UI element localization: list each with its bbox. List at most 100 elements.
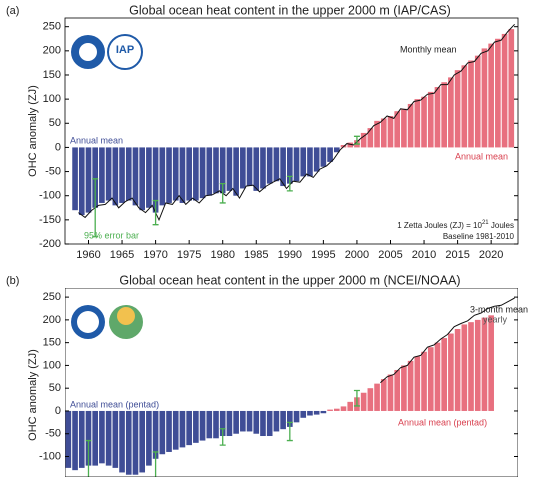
bar <box>125 410 132 475</box>
x-tick-label: 2010 <box>412 249 436 261</box>
bar <box>85 147 92 213</box>
bar <box>125 147 132 201</box>
bar <box>488 315 494 411</box>
panel-label: (a) <box>6 5 19 17</box>
bar <box>461 324 468 411</box>
bar <box>461 65 468 148</box>
bar <box>146 147 152 208</box>
bar <box>300 410 307 418</box>
bar <box>219 410 226 437</box>
bar <box>112 410 119 468</box>
bar <box>246 410 253 432</box>
bar <box>119 147 125 203</box>
error-bar <box>219 182 226 204</box>
bar <box>233 147 239 196</box>
bar <box>481 48 488 148</box>
y-tick-label: 200 <box>43 314 61 326</box>
bar <box>99 147 105 203</box>
x-tick-label: 1995 <box>311 249 335 261</box>
x-tick-label: 2005 <box>378 249 402 261</box>
data-layer <box>65 297 515 477</box>
bar <box>152 410 159 459</box>
bar <box>387 116 394 148</box>
chart-title: Global ocean heat content in the upper 2… <box>119 273 460 287</box>
bar <box>414 99 421 148</box>
bar <box>213 410 219 439</box>
bar <box>280 147 286 187</box>
bar <box>327 147 333 162</box>
bar <box>280 410 286 430</box>
bar <box>186 410 192 446</box>
bar <box>360 392 367 411</box>
bar <box>421 96 427 148</box>
x-tick-label: 1965 <box>110 249 134 261</box>
bar <box>468 322 474 411</box>
note-superscript: 21 <box>482 220 489 226</box>
logo <box>107 34 143 70</box>
bar <box>488 43 494 148</box>
bar <box>240 147 246 189</box>
bar <box>132 410 139 475</box>
note-text: 1 Zetta Joules (ZJ) = 10 <box>397 221 482 230</box>
bar <box>193 410 199 443</box>
bar <box>78 410 85 468</box>
bar <box>179 147 186 203</box>
bar <box>253 410 260 434</box>
bar <box>65 410 72 468</box>
x-tick-label: 1960 <box>76 249 100 261</box>
bar <box>219 147 226 194</box>
y-tick-label: -100 <box>39 190 61 202</box>
bar <box>78 147 85 216</box>
bar <box>119 410 125 473</box>
bar <box>474 55 481 148</box>
bar <box>441 82 447 148</box>
plot-frame <box>64 17 519 245</box>
bar <box>327 409 333 411</box>
x-tick-label: 1975 <box>177 249 201 261</box>
y-tick-label: -50 <box>45 165 61 177</box>
x-tick-label: 2000 <box>345 249 369 261</box>
bar <box>273 410 280 432</box>
y-axis-label: OHC anomaly (ZJ) <box>27 85 39 177</box>
bar <box>474 319 481 411</box>
bar <box>320 410 327 414</box>
bar <box>380 379 387 411</box>
x-tick-label: 1985 <box>244 249 268 261</box>
bar <box>246 147 253 187</box>
bar <box>320 147 327 167</box>
bar <box>233 410 239 434</box>
bar <box>260 147 266 189</box>
bar <box>287 147 293 184</box>
bar <box>85 410 92 466</box>
bar <box>99 410 105 464</box>
bar <box>159 147 166 206</box>
error-bar <box>85 439 92 477</box>
y-tick-label: 200 <box>43 45 61 57</box>
error-bar <box>152 451 159 477</box>
y-tick-label: -50 <box>45 428 61 440</box>
bar <box>427 91 434 148</box>
bar <box>132 147 139 206</box>
bar <box>139 147 145 211</box>
bar <box>293 410 300 423</box>
error-bar <box>92 178 99 238</box>
error-bar <box>219 428 226 446</box>
error-bar <box>152 199 159 226</box>
bar <box>448 77 454 148</box>
bar <box>307 147 313 177</box>
y-axis-label: OHC anomaly (ZJ) <box>27 349 39 441</box>
bar-label: Annual mean <box>455 151 508 161</box>
bar-label: Annual mean <box>70 135 123 145</box>
bar <box>226 147 233 191</box>
x-tick-label: 2020 <box>479 249 503 261</box>
error-bar <box>353 135 360 145</box>
bar <box>454 70 461 148</box>
error-bar <box>286 175 293 192</box>
bar <box>166 147 172 203</box>
bar <box>146 410 152 466</box>
bar <box>213 147 219 194</box>
panel-label: (b) <box>6 275 19 287</box>
note-text: Joules <box>489 221 514 230</box>
y-tick-label: 0 <box>55 405 61 417</box>
error-bar-label: 95% error bar <box>84 230 139 240</box>
